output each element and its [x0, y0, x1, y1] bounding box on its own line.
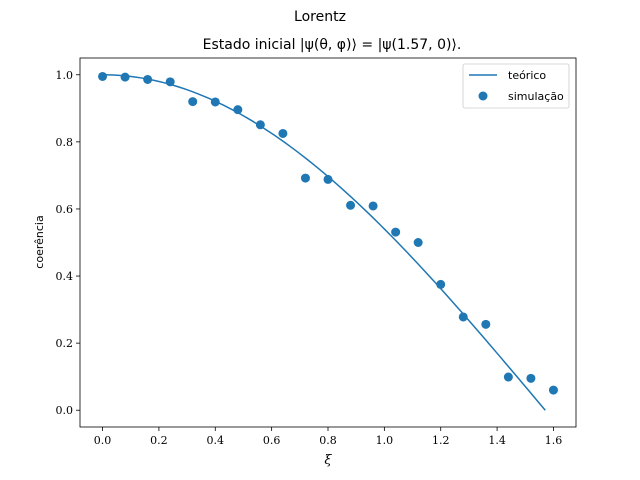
y-tick-label: 0.6 — [56, 203, 74, 216]
scatter-point — [255, 120, 265, 130]
scatter-point — [413, 238, 423, 247]
x-tick-label: 1.0 — [376, 434, 394, 447]
scatter-point — [368, 201, 378, 211]
legend: teórico simulação — [462, 63, 570, 109]
scatter-point — [188, 97, 198, 107]
scatter-point — [278, 128, 288, 138]
x-tick-label: 1.6 — [545, 434, 563, 447]
scatter-point — [436, 279, 446, 289]
scatter-point — [481, 319, 491, 329]
x-tick-label: 1.2 — [432, 434, 450, 447]
legend-label-teorico: teórico — [508, 69, 546, 82]
scatter-point — [120, 72, 130, 82]
y-axis-ticks: 0.0 0.2 0.4 0.6 0.8 1.0 — [56, 69, 80, 417]
scatter-point — [458, 312, 468, 322]
y-axis-label: coerência — [33, 215, 46, 268]
plot-area: 0.0 0.2 0.4 0.6 0.8 1.0 1.2 1.4 1.6 0.0 0.2 0.4 0.6… — [56, 57, 577, 447]
series-line-teorico — [102, 74, 546, 411]
x-tick-label: 0.2 — [150, 434, 168, 447]
x-tick-label: 0.8 — [319, 434, 337, 447]
axes-frame — [79, 57, 577, 428]
series-scatter-simulacao — [98, 71, 558, 395]
scatter-point — [391, 227, 401, 237]
y-tick-label: 0.0 — [56, 404, 74, 417]
scatter-point — [323, 174, 333, 184]
x-tick-label: 0.0 — [94, 434, 112, 447]
legend-marker-swatch — [478, 91, 488, 101]
scatter-point — [210, 97, 220, 107]
x-tick-label: 0.6 — [263, 434, 281, 447]
scatter-point — [526, 373, 536, 383]
scatter-point — [143, 74, 153, 84]
y-tick-label: 0.8 — [56, 136, 74, 149]
x-axis-label: ξ — [324, 453, 332, 468]
chart-title: Lorentz — [294, 9, 346, 25]
scatter-point — [346, 200, 356, 210]
y-tick-label: 0.4 — [56, 270, 74, 283]
scatter-point — [165, 77, 175, 87]
scatter-point — [548, 385, 558, 395]
x-axis-ticks: 0.0 0.2 0.4 0.6 0.8 1.0 1.2 1.4 1.6 — [94, 427, 562, 447]
scatter-point — [300, 173, 310, 183]
legend-label-simulacao: simulação — [508, 90, 564, 103]
y-tick-label: 0.2 — [56, 337, 74, 350]
chart-subtitle: Estado inicial |ψ(θ, φ)⟩ = |ψ(1.57, 0)⟩. — [203, 37, 462, 53]
scatter-point — [233, 105, 243, 115]
x-tick-label: 0.4 — [207, 434, 225, 447]
y-tick-label: 1.0 — [56, 69, 74, 82]
scatter-point — [98, 71, 108, 81]
x-tick-label: 1.4 — [488, 434, 506, 447]
scatter-point — [503, 372, 513, 382]
